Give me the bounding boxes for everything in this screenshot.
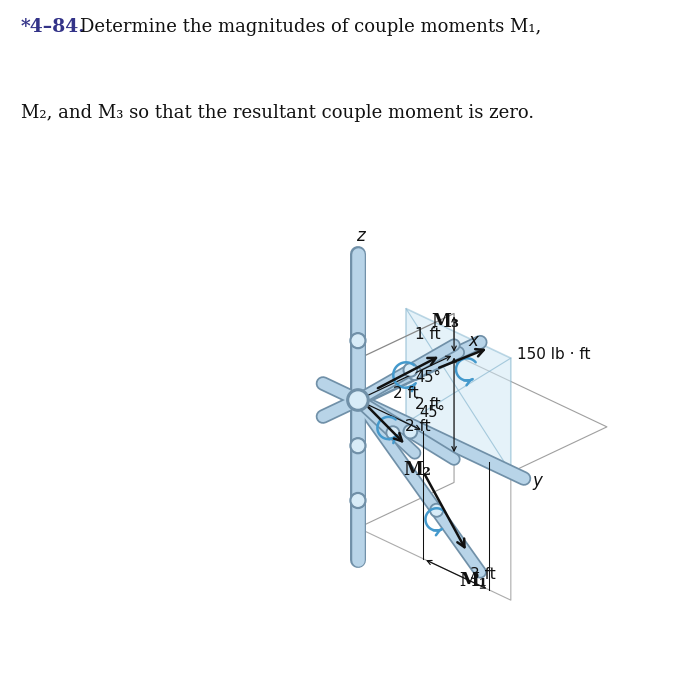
Text: z: z bbox=[356, 227, 364, 245]
Text: M₁: M₁ bbox=[460, 572, 487, 590]
Text: 45°: 45° bbox=[419, 405, 445, 420]
Text: x: x bbox=[468, 332, 479, 350]
Text: y: y bbox=[532, 472, 542, 490]
Circle shape bbox=[405, 426, 416, 437]
Text: M₂, and M₃ so that the resultant couple moment is zero.: M₂, and M₃ so that the resultant couple … bbox=[21, 104, 534, 122]
Circle shape bbox=[430, 504, 443, 517]
Text: Determine the magnitudes of couple moments M₁,: Determine the magnitudes of couple momen… bbox=[80, 18, 542, 37]
Text: 1 ft: 1 ft bbox=[414, 327, 440, 342]
Text: 2 ft: 2 ft bbox=[405, 420, 430, 435]
Text: 2 ft: 2 ft bbox=[393, 386, 419, 401]
Text: 150 lb · ft: 150 lb · ft bbox=[517, 347, 591, 362]
Text: *4–84.: *4–84. bbox=[21, 18, 85, 37]
Circle shape bbox=[352, 495, 364, 506]
Circle shape bbox=[352, 440, 364, 452]
Text: 2 ft: 2 ft bbox=[414, 397, 440, 412]
Text: M₃: M₃ bbox=[432, 313, 459, 331]
Circle shape bbox=[350, 392, 366, 408]
Circle shape bbox=[388, 428, 398, 437]
Text: M₂: M₂ bbox=[403, 460, 431, 479]
Circle shape bbox=[352, 335, 364, 346]
Circle shape bbox=[350, 333, 366, 348]
Circle shape bbox=[386, 426, 400, 439]
Text: 45°: 45° bbox=[415, 370, 441, 384]
Circle shape bbox=[407, 366, 422, 380]
Circle shape bbox=[403, 424, 417, 439]
Circle shape bbox=[432, 505, 442, 515]
Circle shape bbox=[410, 368, 420, 378]
Circle shape bbox=[350, 492, 366, 508]
Text: 3 ft: 3 ft bbox=[470, 567, 496, 582]
Circle shape bbox=[403, 363, 417, 377]
Polygon shape bbox=[406, 308, 511, 473]
Circle shape bbox=[350, 438, 366, 454]
Circle shape bbox=[346, 389, 369, 411]
Circle shape bbox=[405, 365, 416, 375]
